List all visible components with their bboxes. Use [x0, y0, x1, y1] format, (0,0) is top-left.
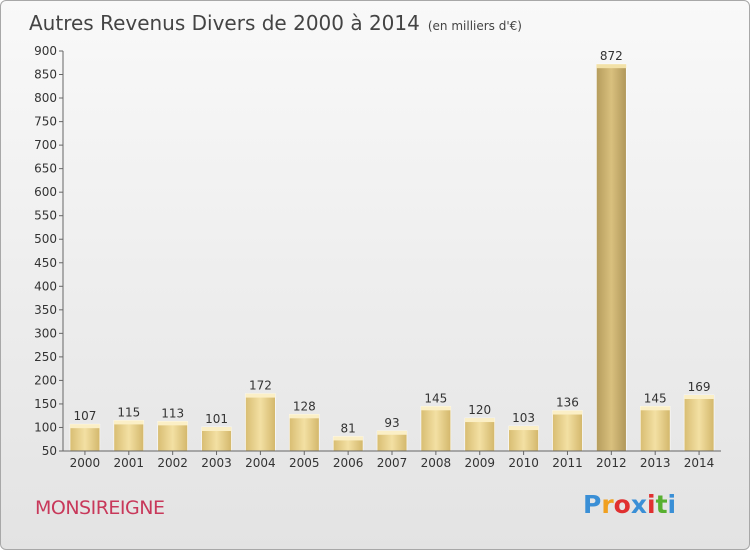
- bar: [157, 421, 188, 452]
- y-tick-label: 550: [34, 209, 57, 223]
- bar: [464, 417, 495, 452]
- bars: 107 115 113 101 172 128 81 93 145 120 103 136 872 145…: [69, 49, 715, 452]
- bar-top: [508, 426, 539, 431]
- data-label: 81: [340, 421, 355, 435]
- bar-top: [289, 414, 320, 419]
- bar: [289, 413, 320, 452]
- logo-letter: x: [630, 490, 647, 519]
- y-tick-label: 400: [34, 279, 57, 293]
- x-tick-label: 2008: [421, 456, 452, 470]
- x-tick-label: 2010: [508, 456, 539, 470]
- y-tick-label: 750: [34, 115, 57, 129]
- y-tick-label: 50: [42, 444, 57, 458]
- data-label: 128: [293, 399, 316, 413]
- bar: [245, 393, 276, 452]
- y-tick-label: 100: [34, 420, 57, 434]
- data-label: 101: [205, 412, 228, 426]
- data-label: 136: [556, 396, 579, 410]
- y-tick-label: 700: [34, 138, 57, 152]
- data-label: 169: [688, 380, 711, 394]
- bar-top: [464, 418, 495, 423]
- x-tick-label: 2006: [333, 456, 364, 470]
- logo-letter: t: [655, 490, 668, 519]
- x-tick-label: 2014: [684, 456, 715, 470]
- bar: [683, 394, 715, 452]
- y-tick-label: 300: [34, 326, 57, 340]
- x-tick-label: 2000: [70, 456, 101, 470]
- bar: [639, 405, 671, 452]
- y-tick-label: 600: [34, 185, 57, 199]
- data-label: 115: [117, 405, 140, 419]
- x-tick-label: 2001: [114, 456, 145, 470]
- x-tick-label: 2013: [640, 456, 671, 470]
- y-tick-label: 650: [34, 162, 57, 176]
- data-label: 145: [424, 391, 447, 405]
- bar-top: [377, 430, 407, 435]
- x-tick-label: 2004: [245, 456, 276, 470]
- data-label: 145: [644, 391, 667, 405]
- y-tick-label: 350: [34, 303, 57, 317]
- chart-title: Autres Revenus Divers de 2000 à 2014 (en …: [29, 11, 522, 35]
- logo-letter: r: [601, 490, 614, 519]
- x-tick-label: 2005: [289, 456, 320, 470]
- y-tick-label: 900: [34, 44, 57, 58]
- place-name: MONSIREIGNE: [35, 497, 165, 519]
- bar: [69, 423, 101, 452]
- logo-letter: i: [647, 490, 656, 519]
- data-label: 107: [73, 409, 96, 423]
- bar-top: [245, 393, 276, 398]
- data-label: 103: [512, 411, 535, 425]
- chart-title-text: Autres Revenus Divers de 2000 à 2014: [29, 11, 420, 35]
- bar-top: [552, 410, 583, 415]
- x-tick-label: 2011: [552, 456, 583, 470]
- data-label: 172: [249, 379, 272, 393]
- x-tick-label: 2009: [464, 456, 495, 470]
- logo-letter: i: [667, 490, 677, 519]
- proxiti-logo: Proxiti: [583, 490, 676, 519]
- bar: [596, 63, 627, 452]
- logo-letter: o: [613, 490, 631, 519]
- x-tick-label: 2012: [596, 456, 627, 470]
- bar-top: [157, 421, 188, 426]
- bar-top: [684, 395, 714, 399]
- bar-top: [113, 420, 144, 425]
- bar-top: [333, 436, 364, 441]
- data-label: 93: [384, 416, 399, 430]
- bar: [552, 410, 583, 452]
- bar: [420, 405, 452, 452]
- y-tick-label: 250: [34, 350, 57, 364]
- data-label: 120: [468, 403, 491, 417]
- x-tick-label: 2007: [377, 456, 408, 470]
- bar-top: [420, 406, 451, 411]
- chart-subtitle: (en milliers d'€): [427, 19, 522, 33]
- data-label: 872: [600, 49, 623, 63]
- bar-top: [201, 427, 232, 431]
- y-tick-label: 200: [34, 373, 57, 387]
- y-axis: 50 100 150 200 250 300 350 400 450 500 550 600 650 70…: [34, 44, 64, 458]
- y-tick-label: 150: [34, 397, 57, 411]
- x-axis: 2000 2001 2002 2003 2004 2005 2006 2007 2008 2009…: [63, 450, 721, 470]
- y-tick-label: 800: [34, 91, 57, 105]
- logo-letter: P: [583, 490, 602, 519]
- y-tick-label: 850: [34, 68, 57, 82]
- y-tick-label: 450: [34, 256, 57, 270]
- y-tick-label: 500: [34, 232, 57, 246]
- bar-top: [596, 64, 627, 69]
- x-tick-label: 2003: [201, 456, 232, 470]
- bar-top: [70, 424, 100, 429]
- bar: [113, 420, 145, 452]
- data-label: 113: [161, 406, 184, 420]
- bar-top: [640, 406, 671, 411]
- x-tick-label: 2002: [157, 456, 188, 470]
